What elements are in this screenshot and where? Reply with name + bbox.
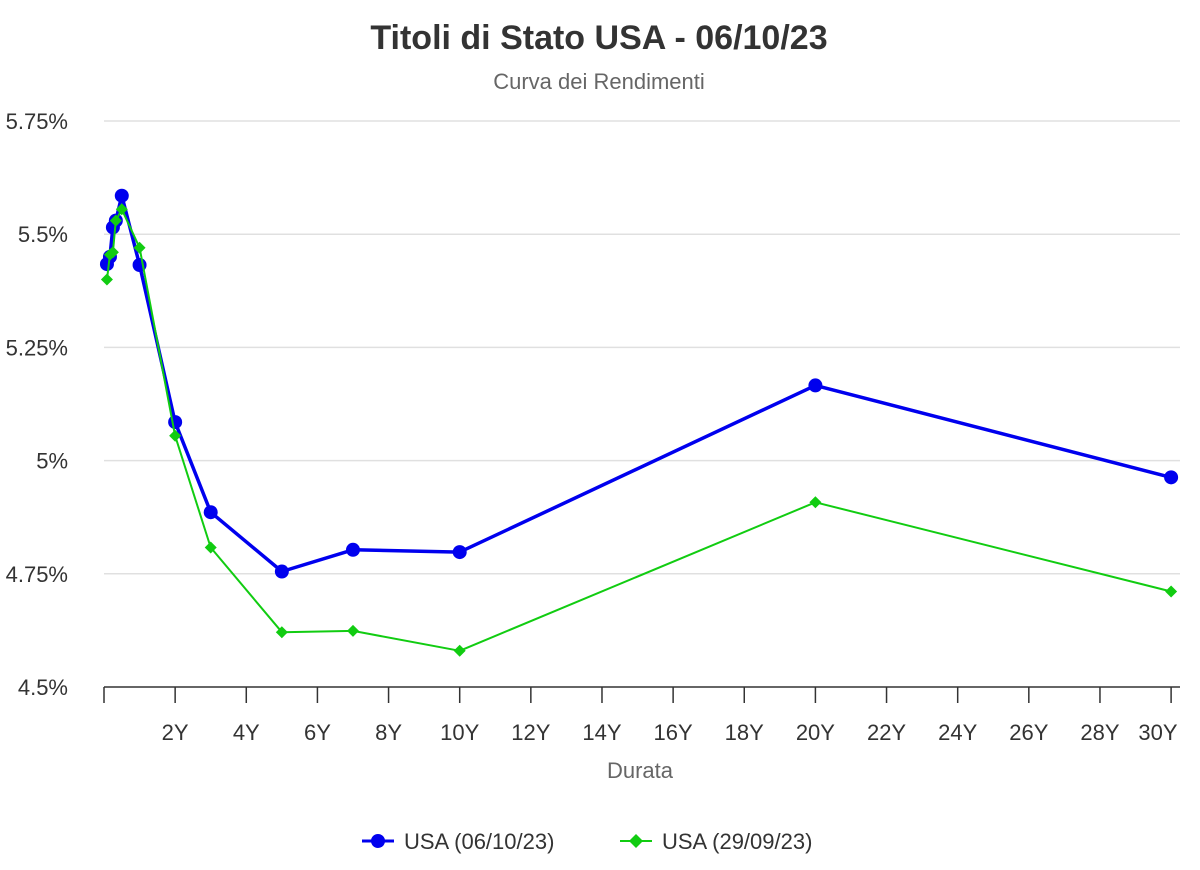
legend-marker-series-1 — [371, 834, 385, 848]
y-tick-label: 5.5% — [18, 222, 68, 247]
data-point-circle[interactable] — [274, 564, 289, 579]
y-tick-label: 4.75% — [6, 562, 68, 587]
legend-item-series-1[interactable]: USA (06/10/23) — [362, 829, 554, 854]
data-point-diamond[interactable] — [453, 644, 466, 657]
x-tick-label: 2Y — [162, 720, 189, 745]
x-tick-label: 30Y — [1138, 720, 1177, 745]
data-point-circle[interactable] — [114, 188, 129, 203]
chart-subtitle: Curva dei Rendimenti — [493, 69, 705, 94]
x-tick-label: 4Y — [233, 720, 260, 745]
data-point-circle[interactable] — [345, 542, 360, 557]
data-point-diamond[interactable] — [133, 241, 146, 254]
data-point-diamond[interactable] — [809, 496, 822, 509]
data-point-circle[interactable] — [452, 545, 467, 560]
data-point-diamond[interactable] — [115, 203, 128, 216]
data-point-diamond[interactable] — [346, 624, 359, 637]
data-point-diamond[interactable] — [275, 626, 288, 639]
x-tick-label: 14Y — [582, 720, 621, 745]
x-tick-label: 26Y — [1009, 720, 1048, 745]
x-tick-label: 6Y — [304, 720, 331, 745]
x-axis-ticks: 2Y 4Y 6Y 8Y 10Y 12Y 14Y 16Y 18Y 20Y 22Y 24Y 26Y 28Y 30… — [103, 687, 1178, 745]
y-gridlines — [104, 120, 1180, 575]
series-2-line — [106, 208, 1172, 652]
data-point-diamond[interactable] — [106, 246, 119, 259]
x-tick-label: 16Y — [654, 720, 693, 745]
data-point-diamond[interactable] — [169, 429, 182, 442]
y-tick-label: 5.75% — [6, 109, 68, 134]
x-tick-label: 10Y — [440, 720, 479, 745]
series-1-line — [105, 193, 1172, 574]
data-point-diamond[interactable] — [204, 541, 217, 554]
data-point-circle[interactable] — [808, 378, 823, 393]
series-layer — [99, 188, 1179, 657]
x-tick-label: 28Y — [1080, 720, 1119, 745]
legend-label-series-1: USA (06/10/23) — [404, 829, 554, 854]
chart-title: Titoli di Stato USA - 06/10/23 — [370, 19, 827, 57]
legend-marker-series-2 — [629, 834, 643, 848]
y-tick-label: 4.5% — [18, 675, 68, 700]
series-2 — [100, 203, 1178, 657]
x-tick-label: 18Y — [725, 720, 764, 745]
x-tick-label: 20Y — [796, 720, 835, 745]
x-tick-label: 12Y — [511, 720, 550, 745]
y-tick-label: 5.25% — [6, 335, 68, 360]
legend[interactable]: USA (06/10/23) USA (29/09/23) — [362, 829, 812, 854]
data-point-circle[interactable] — [1164, 470, 1179, 485]
data-point-circle[interactable] — [203, 505, 218, 520]
x-tick-label: 22Y — [867, 720, 906, 745]
legend-item-series-2[interactable]: USA (29/09/23) — [620, 829, 812, 854]
data-point-diamond[interactable] — [1165, 585, 1178, 598]
data-point-circle[interactable] — [168, 415, 183, 430]
y-tick-label: 5% — [36, 449, 68, 474]
series-1 — [99, 188, 1179, 579]
x-tick-label: 24Y — [938, 720, 977, 745]
legend-label-series-2: USA (29/09/23) — [662, 829, 812, 854]
x-tick-label: 8Y — [375, 720, 402, 745]
y-axis-labels: 4.5% 4.75% 5% 5.25% 5.5% 5.75% — [6, 109, 68, 700]
x-axis-title: Durata — [607, 758, 674, 783]
data-point-diamond[interactable] — [109, 214, 122, 227]
data-point-diamond[interactable] — [100, 273, 113, 286]
